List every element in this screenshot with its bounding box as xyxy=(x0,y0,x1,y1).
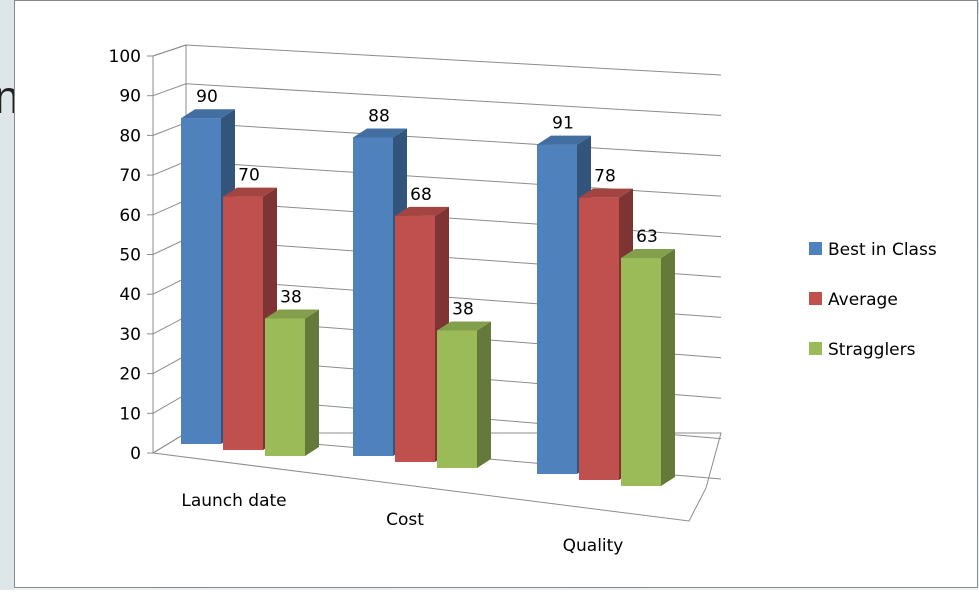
bar-top xyxy=(621,248,675,258)
bar xyxy=(265,318,305,456)
legend-label: Stragglers xyxy=(828,340,916,360)
y-tick-label: 70 xyxy=(119,166,141,186)
x-tick-label: Quality xyxy=(563,536,624,556)
y-tick-label: 100 xyxy=(109,47,141,67)
x-axis-labels: Launch date Cost Quality xyxy=(181,491,623,556)
bar-top xyxy=(353,128,407,138)
bars xyxy=(181,109,675,486)
data-label: 88 xyxy=(368,106,390,126)
bar xyxy=(579,197,619,480)
bar-top xyxy=(265,309,319,319)
data-label: 38 xyxy=(452,299,474,319)
data-label: 90 xyxy=(196,87,218,107)
bar xyxy=(621,257,661,486)
bar-top xyxy=(437,321,491,331)
legend-swatch xyxy=(809,342,822,355)
bar xyxy=(437,330,477,468)
gridline xyxy=(152,122,722,157)
y-tick-label: 0 xyxy=(130,444,141,464)
bar xyxy=(395,215,435,462)
y-tick-label: 80 xyxy=(119,126,141,146)
y-tick-label: 50 xyxy=(119,246,141,266)
gridline xyxy=(152,44,722,76)
x-tick-label: Cost xyxy=(386,510,424,530)
legend: Best in Class Average Stragglers xyxy=(809,240,937,360)
y-tick-label: 10 xyxy=(119,404,141,424)
bar-top xyxy=(537,135,591,145)
legend-swatch xyxy=(809,292,822,305)
bar xyxy=(353,137,393,456)
legend-label: Average xyxy=(828,290,898,310)
chart-svg: 0 10 20 30 40 50 60 70 80 90 100 90 70 38 88 68 38 91 78 6… xyxy=(109,44,937,556)
slide-left-band xyxy=(0,0,14,590)
bar-top xyxy=(223,187,277,197)
bar-side xyxy=(477,321,491,468)
bar-top xyxy=(181,109,235,119)
bar xyxy=(537,144,577,474)
y-tick-label: 20 xyxy=(119,365,141,385)
data-label: 68 xyxy=(410,185,432,205)
data-label: 63 xyxy=(636,227,658,247)
y-tick-label: 60 xyxy=(119,206,141,226)
data-label: 91 xyxy=(552,114,574,134)
y-axis-ticks: 0 10 20 30 40 50 60 70 80 90 100 xyxy=(109,47,153,464)
bar-top xyxy=(579,188,633,198)
data-labels: 90 70 38 88 68 38 91 78 63 xyxy=(196,87,658,319)
data-label: 70 xyxy=(238,166,260,186)
bar-side xyxy=(661,248,675,486)
y-tick-label: 30 xyxy=(119,325,141,345)
bar xyxy=(223,196,263,450)
y-tick-label: 40 xyxy=(119,285,141,305)
chart-area[interactable]: 0 10 20 30 40 50 60 70 80 90 100 90 70 38 88 68 38 91 78 6… xyxy=(14,0,978,588)
x-tick-label: Launch date xyxy=(181,491,286,511)
data-label: 78 xyxy=(594,167,616,187)
legend-label: Best in Class xyxy=(828,240,937,260)
bar-top xyxy=(395,206,449,216)
gridline xyxy=(152,83,722,116)
data-label: 38 xyxy=(280,287,302,307)
bar-side xyxy=(305,309,319,456)
y-tick-label: 90 xyxy=(119,87,141,107)
bar xyxy=(181,118,221,444)
legend-swatch xyxy=(809,242,822,255)
